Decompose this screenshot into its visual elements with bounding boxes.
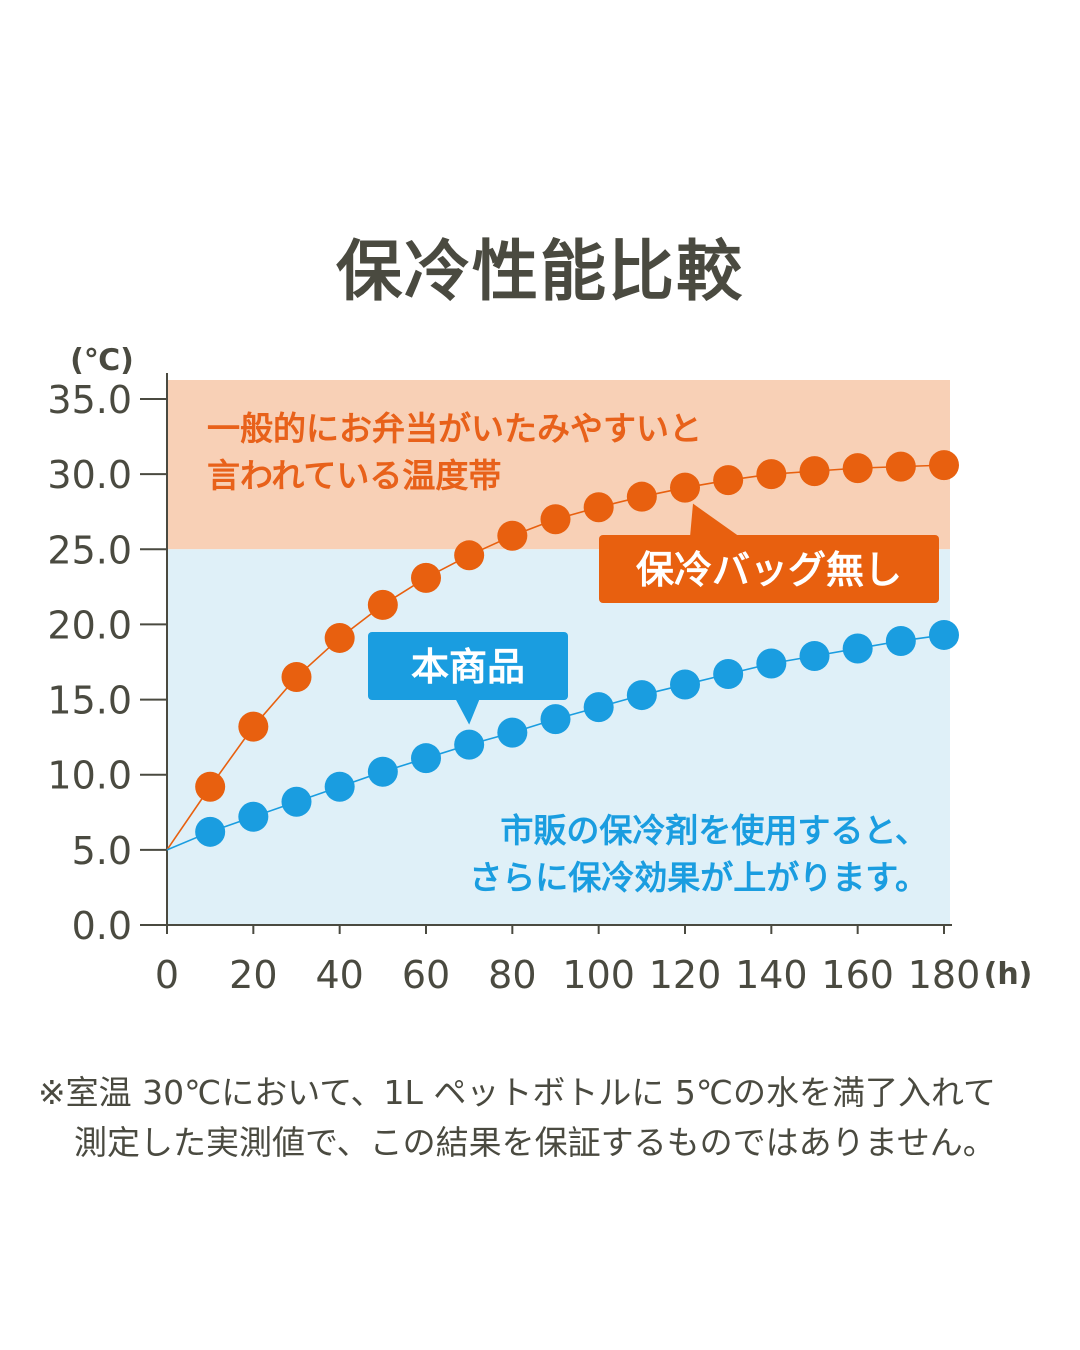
danger-zone-label: 一般的にお弁当がいたみやすいと [207, 409, 702, 448]
data-point-no-bag [367, 589, 398, 620]
data-point-product [885, 625, 916, 656]
x-tick-label: 160 [821, 953, 894, 997]
data-point-product [929, 619, 959, 650]
data-point-no-bag [626, 481, 657, 512]
ice-pack-annotation: 市販の保冷剤を使用すると、 [500, 811, 928, 850]
ice-pack-annotation: さらに保冷効果が上がります。 [469, 858, 928, 897]
data-point-no-bag [238, 711, 269, 742]
data-point-product [454, 729, 485, 760]
x-axis-unit: (h) [984, 957, 1033, 992]
no-bag-label-pointer [690, 503, 740, 537]
x-tick-label: 40 [315, 953, 363, 997]
product-label-text: 本商品 [411, 645, 525, 689]
data-point-no-bag [713, 465, 744, 496]
axes: 0.0 5.0 10.0 15.0 20.0 25.0 30.0 35.0(℃) 0 20 40 60… [47, 343, 1032, 997]
safe-zone-band [167, 549, 950, 925]
x-tick-label: 140 [735, 953, 808, 997]
x-tick-label: 80 [488, 953, 536, 997]
y-tick-label: 35.0 [47, 378, 132, 422]
data-point-product [799, 640, 830, 671]
data-point-no-bag [885, 451, 916, 482]
data-point-no-bag [497, 520, 528, 551]
data-point-no-bag [929, 450, 959, 481]
data-point-product [713, 659, 744, 690]
data-point-product [238, 801, 269, 832]
footnote: ※室温 30℃において、1L ペットボトルに 5℃の水を満了入れて 測定した実測… [38, 1068, 1068, 1168]
series-layer [166, 450, 959, 851]
data-point-product [583, 692, 614, 723]
x-tick-label: 0 [155, 953, 179, 997]
y-tick-label: 20.0 [47, 603, 132, 647]
x-tick-label: 120 [649, 953, 722, 997]
data-point-product [626, 680, 657, 711]
data-point-no-bag [454, 540, 485, 571]
data-point-product [756, 648, 787, 679]
x-tick-label: 20 [229, 953, 277, 997]
y-tick-label: 10.0 [47, 754, 132, 798]
data-point-no-bag [195, 771, 226, 802]
y-tick-label: 25.0 [47, 528, 132, 572]
no-bag-label: 保冷バッグ無し [599, 503, 939, 603]
data-point-product [540, 704, 571, 735]
data-point-no-bag [540, 504, 571, 535]
y-tick-label: 0.0 [72, 904, 132, 948]
data-point-product [281, 786, 312, 817]
footnote-line-1: ※室温 30℃において、1L ペットボトルに 5℃の水を満了入れて [38, 1073, 996, 1112]
product-label: 本商品 [368, 632, 568, 725]
data-point-product [670, 669, 700, 700]
product-label-box [368, 632, 568, 700]
data-point-no-bag [411, 562, 441, 593]
no-bag-label-box [599, 535, 939, 603]
data-point-no-bag [583, 492, 614, 523]
chart-title: 保冷性能比較 [336, 233, 744, 310]
data-point-no-bag [842, 453, 873, 484]
footnote-line-2: 測定した実測値で、この結果を保証するものではありません。 [74, 1123, 996, 1162]
no-bag-label-text: 保冷バッグ無し [636, 548, 902, 592]
data-point-no-bag [324, 622, 355, 653]
data-point-product [411, 743, 441, 774]
x-tick-label: 180 [908, 953, 981, 997]
y-tick-label: 30.0 [47, 453, 132, 497]
data-point-product [324, 771, 355, 802]
data-point-no-bag [799, 456, 830, 487]
product-label-pointer [455, 698, 480, 725]
data-point-product [195, 816, 226, 847]
label-layer: 一般的にお弁当がいたみやすいと言われている温度帯保冷バッグ無し本商品市販の保冷剤… [207, 409, 939, 897]
data-point-product [842, 633, 873, 664]
y-tick-label: 5.0 [72, 829, 132, 873]
x-tick-label: 60 [402, 953, 450, 997]
danger-zone-label: 言われている温度帯 [207, 456, 501, 495]
y-axis-unit: (℃) [70, 343, 134, 378]
data-point-no-bag [756, 459, 787, 490]
data-point-no-bag [670, 472, 700, 503]
data-point-product [367, 756, 398, 787]
y-tick-label: 15.0 [47, 679, 132, 723]
data-point-product [497, 717, 528, 748]
x-tick-label: 100 [562, 953, 635, 997]
data-point-no-bag [281, 662, 312, 693]
